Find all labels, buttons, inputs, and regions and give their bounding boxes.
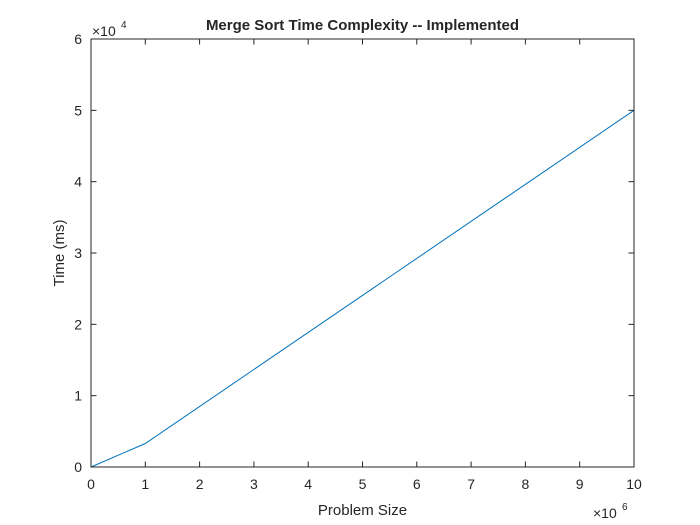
x-exponent-power: 6	[622, 502, 628, 513]
plot-frame	[90, 38, 635, 468]
x-tick-label: 3	[250, 476, 258, 492]
x-tick-label: 4	[304, 476, 312, 492]
y-axis-label: Time (ms)	[51, 220, 68, 287]
x-tick-label: 10	[626, 476, 642, 492]
ticks-layer: 0 1 2 3 4 5 6 7 8 9 10 0 1 2 3 4 5 6	[74, 31, 642, 492]
y-tick-label: 5	[74, 102, 82, 118]
y-exponent-base: ×10	[92, 23, 116, 39]
series-line-0	[90, 109, 635, 468]
x-tick-label: 1	[141, 476, 149, 492]
y-tick-label: 3	[74, 245, 82, 261]
x-tick-label: 6	[413, 476, 421, 492]
plot-area	[91, 39, 634, 467]
series-layer	[90, 109, 635, 468]
y-tick-label: 0	[74, 459, 82, 475]
x-exponent-label: ×10 6	[593, 502, 628, 521]
x-exponent-base: ×10	[593, 505, 617, 521]
x-tick-label: 9	[576, 476, 584, 492]
y-exponent-power: 4	[121, 20, 127, 31]
x-tick-label: 8	[522, 476, 530, 492]
y-tick-label: 2	[74, 316, 82, 332]
y-exponent-label: ×10 4	[92, 20, 127, 39]
x-axis-label: Problem Size	[318, 502, 407, 519]
y-tick-label: 4	[74, 174, 82, 190]
x-tick-label: 7	[467, 476, 475, 492]
chart-title: Merge Sort Time Complexity -- Implemente…	[206, 17, 519, 34]
x-tick-label: 0	[87, 476, 95, 492]
y-tick-label: 6	[74, 31, 82, 47]
x-tick-label: 2	[196, 476, 204, 492]
x-tick-label: 5	[359, 476, 367, 492]
y-tick-label: 1	[74, 388, 82, 404]
